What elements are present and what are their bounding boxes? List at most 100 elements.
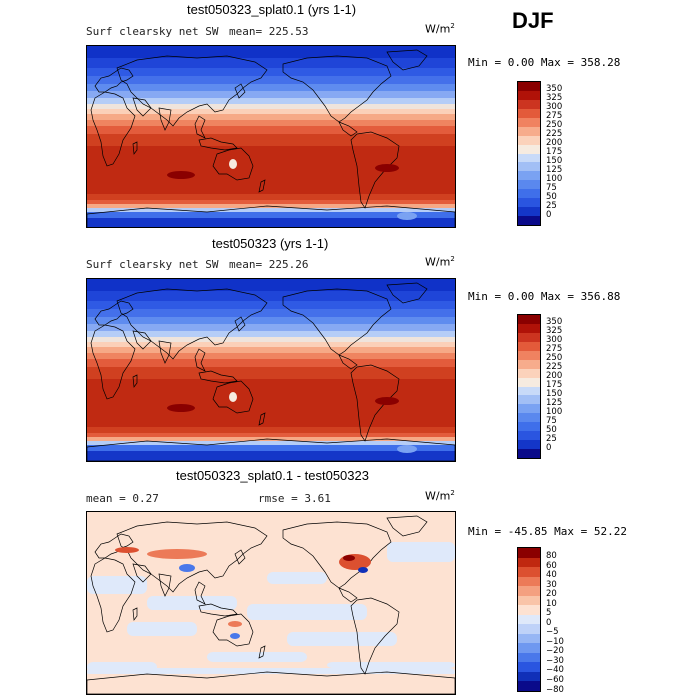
coastline-japan <box>234 316 246 332</box>
latitude-band <box>87 208 455 212</box>
colorbar-tick-label: 50 <box>546 191 557 202</box>
colorbar-segment <box>518 189 540 199</box>
latitude-band <box>87 114 455 120</box>
panel3-colorbar <box>517 547 541 692</box>
colorbar-segment <box>518 413 540 423</box>
latitude-band <box>87 367 455 379</box>
colorbar-segment <box>518 162 540 172</box>
coastline-namer <box>282 288 392 356</box>
latitude-band <box>87 212 455 218</box>
latitude-band <box>87 46 455 58</box>
colorbar-segment <box>518 671 540 682</box>
colorbar-segment <box>518 198 540 208</box>
coastline-madag <box>132 141 138 155</box>
colorbar-tick-label: 25 <box>546 433 557 444</box>
colorbar-tick-label: 225 <box>546 362 563 373</box>
colorbar-segment <box>518 359 540 369</box>
latitude-band <box>87 309 455 317</box>
positive-anomaly <box>147 549 207 559</box>
colorbar-tick-label: 150 <box>546 155 563 166</box>
coastline-indon <box>198 137 238 151</box>
coastline-europe <box>94 300 134 326</box>
colorbar-tick-label: 30 <box>546 579 557 590</box>
colorbar-segment <box>518 576 540 587</box>
panel3-title: test050323_splat0.1 - test050323 <box>176 468 369 483</box>
latitude-band <box>87 379 455 427</box>
colorbar-segment <box>518 431 540 441</box>
latitude-band <box>87 146 455 194</box>
coastline-nz <box>258 412 266 426</box>
coastline-indon <box>198 370 238 384</box>
panel3-units: W/m2 <box>425 489 455 503</box>
latitude-band <box>87 359 455 367</box>
colorbar-tick-label: 250 <box>546 353 563 364</box>
negative-region <box>247 604 367 620</box>
colorbar-segment <box>518 126 540 136</box>
panel2-units: W/m2 <box>425 255 455 269</box>
coastline-arabia <box>132 97 152 117</box>
coastline-africa <box>90 324 136 400</box>
colorbar-segment <box>518 171 540 181</box>
max-feature <box>375 397 399 405</box>
coastlines <box>87 49 455 227</box>
max-anomaly <box>343 555 355 561</box>
coastline-asia <box>116 55 268 127</box>
colorbar-segment <box>518 662 540 672</box>
coastline-africa <box>90 557 136 633</box>
panel1-variable: Surf clearsky net SW <box>86 25 219 38</box>
latitude-band <box>87 317 455 324</box>
coastline-nz <box>258 645 266 659</box>
colorbar-tick-label: 275 <box>546 344 563 355</box>
colorbar-tick-label: 225 <box>546 129 563 140</box>
colorbar-tick-label: 80 <box>546 551 557 562</box>
coastline-samer <box>350 597 400 675</box>
colorbar-tick-label: 350 <box>546 84 563 95</box>
colorbar-segment <box>518 614 540 625</box>
latitude-band <box>87 451 455 461</box>
coastline-seasia <box>194 115 206 139</box>
coastline-madag <box>132 607 138 621</box>
panel2-minmax: Min = 0.00 Max = 356.88 <box>468 290 621 303</box>
latitude-band <box>87 427 455 433</box>
colorbar-segment <box>518 422 540 432</box>
latitude-band <box>87 353 455 359</box>
colorbar-tick-label: 75 <box>546 415 557 426</box>
colorbar-tick-label: 10 <box>546 598 557 609</box>
coastline-nz <box>258 179 266 193</box>
coastline-camer <box>338 587 358 603</box>
latitude-band <box>87 91 455 98</box>
latitude-band <box>87 58 455 68</box>
positive-anomaly <box>115 547 139 553</box>
coastline-africa <box>90 91 136 167</box>
colorbar-tick-label: −40 <box>546 665 564 676</box>
colorbar-segment <box>518 395 540 405</box>
colorbar-segment <box>518 108 540 118</box>
colorbar-segment <box>518 377 540 387</box>
coastline-green <box>386 49 428 71</box>
panel2-title: test050323 (yrs 1-1) <box>212 236 329 251</box>
coastline-samer <box>350 364 400 442</box>
min-anomaly <box>358 567 368 573</box>
colorbar-segment <box>518 404 540 414</box>
negative-anomaly <box>230 633 240 639</box>
colorbar-tick-label: 125 <box>546 164 563 175</box>
coastline-asia <box>116 288 268 360</box>
colorbar-tick-label: 175 <box>546 380 563 390</box>
latitude-band <box>87 76 455 84</box>
dry-spot <box>229 392 237 402</box>
negative-region <box>287 632 397 646</box>
coastline-europe <box>94 67 134 93</box>
colorbar-tick-label: 20 <box>546 589 557 600</box>
coastline-japan <box>234 549 246 565</box>
coastline-indon <box>198 603 238 617</box>
coastline-arabia <box>132 563 152 583</box>
colorbar-tick-label: 25 <box>546 200 557 211</box>
coastline-antar <box>87 671 455 694</box>
colorbar-tick-label: 325 <box>546 326 563 337</box>
colorbar-segment <box>518 82 540 91</box>
coastline-austr <box>212 613 254 647</box>
colorbar-tick-label: −5 <box>546 627 559 638</box>
season-label: DJF <box>512 8 554 33</box>
max-feature <box>167 404 195 412</box>
colorbar-segment <box>518 586 540 596</box>
